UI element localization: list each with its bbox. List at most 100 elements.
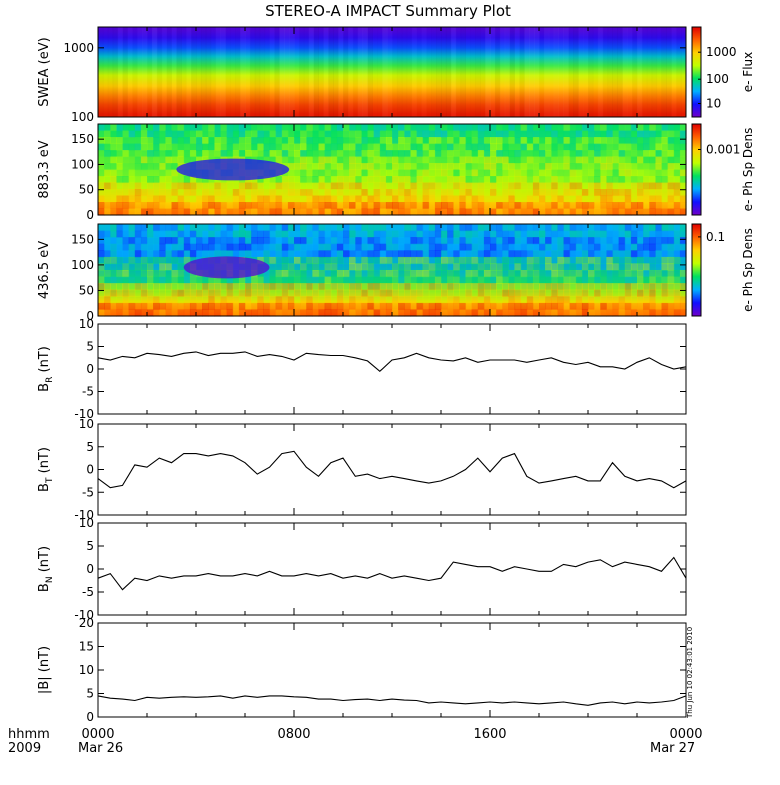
spectrogram-cell	[581, 263, 589, 271]
spectrogram-cell	[98, 263, 105, 271]
spectrogram-cell	[637, 250, 644, 258]
spectrogram-cell	[263, 189, 271, 197]
spectrogram-cell	[128, 150, 136, 158]
spectrogram-cell	[257, 276, 264, 284]
spectrogram-cell	[679, 230, 687, 238]
spectrogram-cell	[330, 150, 338, 158]
spectrogram-cell	[122, 202, 130, 210]
spectrogram-cell	[569, 296, 577, 304]
spectrogram-texture	[137, 27, 142, 117]
spectrogram-cell	[606, 270, 614, 278]
spectrogram-cell	[410, 163, 418, 171]
spectrogram-cell	[116, 270, 124, 278]
spectrogram-cell	[520, 276, 528, 284]
spectrogram-cell	[361, 296, 369, 304]
spectrogram-cell	[606, 143, 614, 151]
spectrogram-cell	[600, 163, 607, 171]
spectrogram-cell	[104, 237, 111, 245]
spectrogram-cell	[520, 263, 528, 271]
spectrogram-cell	[110, 263, 117, 271]
spectrogram-cell	[600, 137, 607, 145]
spectrogram-cell	[667, 296, 675, 304]
spectrogram-cell	[679, 283, 687, 291]
spectrogram-cell	[551, 263, 558, 271]
spectrogram-cell	[275, 230, 283, 238]
spectrogram-cell	[367, 130, 375, 138]
spectrogram-cell	[171, 182, 179, 190]
spectrogram-cell	[600, 224, 607, 232]
spectrogram-cell	[300, 250, 307, 258]
spectrogram-cell	[251, 283, 258, 291]
spectrogram-cell	[624, 169, 632, 177]
spectrogram-cell	[189, 224, 197, 232]
spectrogram-cell	[324, 230, 332, 238]
spectrogram-cell	[422, 176, 430, 184]
spectrogram-cell	[312, 182, 320, 190]
spectrogram-cell	[245, 296, 252, 304]
spectrogram-cell	[514, 250, 522, 258]
spectrogram-texture	[230, 27, 235, 117]
spectrogram-cell	[287, 283, 295, 291]
spectrogram-texture	[456, 27, 461, 117]
spectrogram-cell	[606, 256, 614, 265]
spectrogram-cell	[643, 243, 650, 251]
spectrogram-cell	[477, 302, 485, 311]
spectrogram-cell	[165, 137, 173, 145]
spectrogram-cell	[385, 137, 393, 145]
spectrogram-cell	[630, 130, 638, 138]
spectrogram-cell	[630, 270, 638, 278]
spectrogram-cell	[447, 150, 454, 158]
spectrogram-texture	[220, 27, 226, 117]
spectrogram-cell	[410, 283, 418, 291]
spectrogram-cell	[324, 208, 332, 216]
spectrogram-cell	[655, 250, 663, 258]
spectrogram-cell	[385, 289, 393, 297]
spectrogram-cell	[208, 289, 215, 297]
spectrogram-cell	[618, 137, 626, 145]
spectrogram-cell	[655, 296, 663, 304]
spectrogram-cell	[312, 237, 320, 245]
spectrogram-cell	[569, 182, 577, 190]
spectrogram-cell	[122, 250, 130, 258]
spectrogram-cell	[545, 182, 552, 190]
spectrogram-cell	[539, 124, 546, 132]
spectrogram-cell	[465, 237, 473, 245]
spectrogram-cell	[661, 195, 669, 203]
spectrogram-texture	[382, 27, 388, 117]
spectrogram-cell	[496, 208, 503, 216]
spectrogram-cell	[220, 143, 228, 151]
spectrogram-cell	[422, 150, 430, 158]
spectrogram-cell	[343, 169, 350, 177]
spectrogram-cell	[526, 237, 534, 245]
spectrogram-cell	[232, 309, 240, 317]
spectrogram-cell	[514, 276, 522, 284]
y-tick-label: 10	[79, 317, 94, 331]
spectrogram-texture	[348, 27, 353, 117]
spectrogram-cell	[465, 309, 473, 317]
spectrogram-cell	[294, 169, 301, 177]
spectrogram-cell	[600, 182, 607, 190]
spectrogram-cell	[526, 289, 534, 297]
spectrogram-texture	[499, 27, 506, 117]
spectrogram-cell	[496, 150, 503, 158]
spectrogram-cell	[416, 283, 424, 291]
spectrogram-cell	[349, 124, 356, 132]
spectrogram-cell	[539, 163, 546, 171]
spectrogram-cell	[404, 176, 411, 184]
spectrogram-texture	[279, 27, 285, 117]
spectrogram-cell	[477, 208, 485, 216]
spectrogram-cell	[404, 182, 411, 190]
spectrogram-cell	[471, 208, 479, 216]
spectrogram-cell	[477, 176, 485, 184]
spectrogram-cell	[355, 302, 362, 311]
spectrogram-cell	[612, 237, 620, 245]
spectrogram-cell	[269, 195, 277, 203]
spectrogram-cell	[545, 137, 552, 145]
spectrogram-cell	[637, 176, 644, 184]
spectrogram-cell	[441, 243, 448, 251]
spectrogram-cell	[171, 263, 179, 271]
spectrogram-cell	[404, 195, 411, 203]
spectrogram-texture	[191, 27, 197, 117]
spectrogram-cell	[618, 182, 626, 190]
